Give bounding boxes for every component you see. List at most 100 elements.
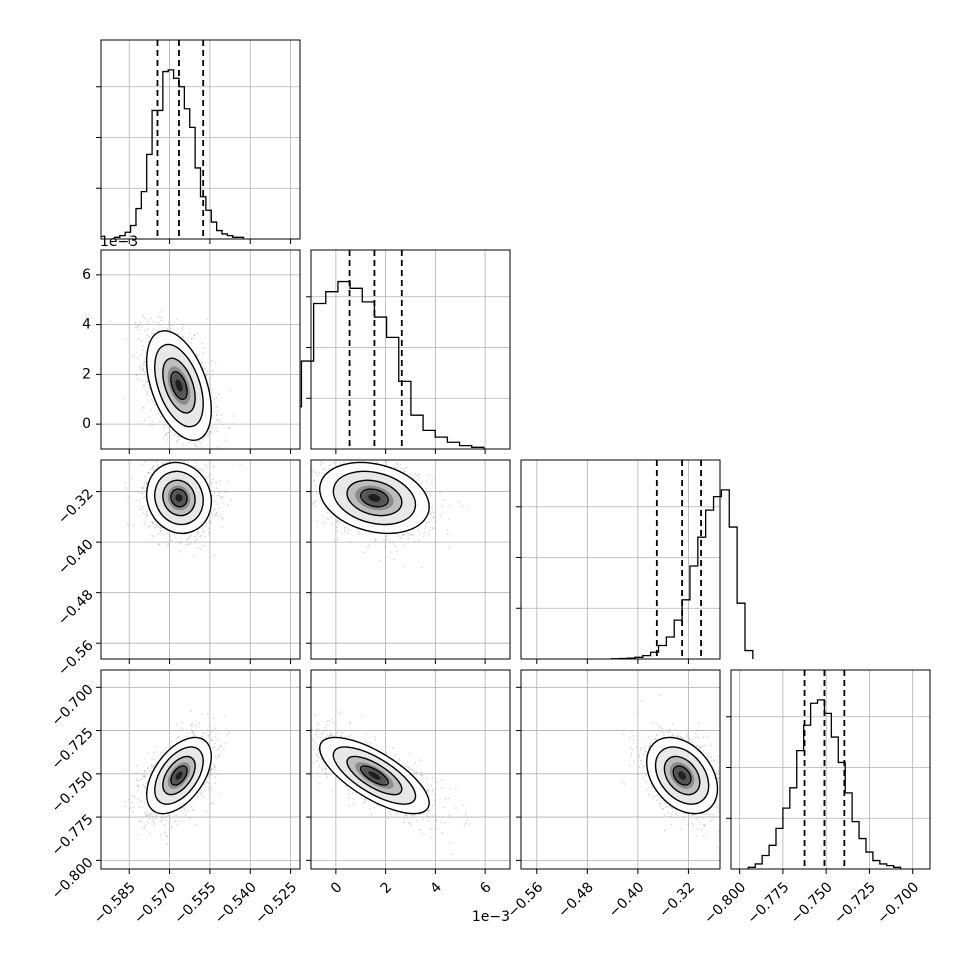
x-tick-label: −0.750 (788, 879, 836, 927)
scatter-point (421, 566, 423, 568)
scatter-point (142, 406, 145, 408)
scatter-point (138, 508, 141, 510)
scatter-point (179, 542, 182, 544)
scatter-point (128, 816, 130, 819)
scatter-point (188, 441, 191, 444)
scatter-point (163, 831, 166, 834)
scatter-point (401, 469, 404, 472)
scatter-point (350, 541, 352, 543)
scatter-point (199, 793, 202, 796)
scatter-point (142, 506, 145, 509)
scatter-point (407, 537, 410, 540)
y-tick-label: 6 (82, 267, 91, 283)
scatter-point (135, 374, 138, 377)
scatter-point (210, 802, 213, 805)
scatter-point (222, 517, 224, 520)
scatter-point (210, 359, 213, 362)
scatter-point (157, 321, 159, 324)
scatter-point (163, 424, 166, 427)
scatter-point (319, 463, 322, 466)
scatter-point (165, 434, 168, 437)
scatter-point (160, 309, 163, 312)
scatter-point (147, 752, 150, 755)
scatter-point (448, 546, 451, 549)
scatter-point (155, 818, 157, 820)
scatter-point (164, 427, 167, 429)
scatter-point (336, 538, 339, 541)
scatter-point (168, 321, 170, 324)
scatter-point (385, 545, 387, 548)
scatter-point (191, 732, 194, 735)
scatter-point (212, 716, 214, 719)
scatter-point (367, 543, 370, 546)
scatter-point (429, 492, 432, 495)
scatter-point (189, 534, 192, 536)
scatter-point (418, 477, 421, 479)
scatter-point (214, 736, 217, 738)
scatter-point (133, 356, 136, 358)
scatter-point (197, 531, 199, 533)
histogram-panel-0 (96, 39, 301, 244)
scatter-point (138, 499, 141, 502)
scatter-point (423, 527, 426, 530)
scatter-point (209, 522, 211, 525)
scatter-point (191, 730, 193, 733)
scatter-point (467, 505, 470, 508)
scatter-point (209, 430, 212, 433)
scatter-point (181, 727, 184, 730)
scatter-point (393, 558, 395, 561)
scatter-point (205, 434, 208, 436)
scatter-point (196, 796, 199, 798)
scatter-point (215, 514, 217, 516)
scatter-point (189, 542, 192, 544)
scatter-point (185, 540, 188, 543)
scatter-point (190, 341, 192, 344)
scatter-point (326, 511, 329, 514)
scatter-point (141, 345, 144, 347)
scatter-point (190, 535, 193, 538)
scatter-point (211, 388, 214, 391)
scatter-point (431, 506, 434, 509)
scatter-point (208, 532, 211, 535)
scatter-point (188, 536, 191, 539)
scatter-point (146, 379, 148, 382)
scatter-point (141, 349, 144, 351)
panels-layer: −0.800−0.775−0.750−0.725−0.7000246−0.56−… (49, 39, 931, 927)
scatter-point (161, 461, 163, 464)
scatter-point (153, 824, 156, 826)
scatter-point (142, 368, 145, 370)
scatter-point (147, 328, 149, 331)
scatter-point (156, 330, 159, 332)
scatter-point (148, 472, 151, 474)
scatter-point (152, 818, 154, 820)
scatter-point (146, 321, 148, 324)
scatter-point (429, 512, 432, 514)
scatter-point (210, 375, 213, 377)
scatter-point (162, 437, 164, 439)
scatter-point (195, 538, 198, 541)
scatter-point (366, 546, 369, 549)
scatter-point (337, 536, 339, 539)
scatter-point (322, 468, 324, 471)
scatter-point (167, 542, 170, 545)
scatter-point (146, 510, 149, 513)
scatter-point (180, 327, 183, 330)
scatter-point (402, 534, 404, 536)
scatter-point (125, 487, 128, 490)
scatter-point (143, 371, 146, 373)
scatter-point (212, 478, 214, 481)
scatter-point (151, 757, 153, 760)
scatter-point (160, 527, 162, 530)
scatter-point (144, 330, 147, 332)
scatter-point (180, 540, 183, 543)
scatter-point (193, 334, 196, 336)
scatter-point (416, 529, 419, 532)
scatter-point (211, 391, 213, 394)
scatter-point (344, 530, 346, 533)
scatter-point (193, 442, 196, 445)
histogram-panel-3: −0.800−0.775−0.750−0.725−0.700 (701, 669, 931, 927)
scatter-point (152, 401, 155, 403)
scatter-point (210, 521, 212, 524)
scatter-point (214, 727, 217, 730)
scatter-point (225, 491, 227, 494)
